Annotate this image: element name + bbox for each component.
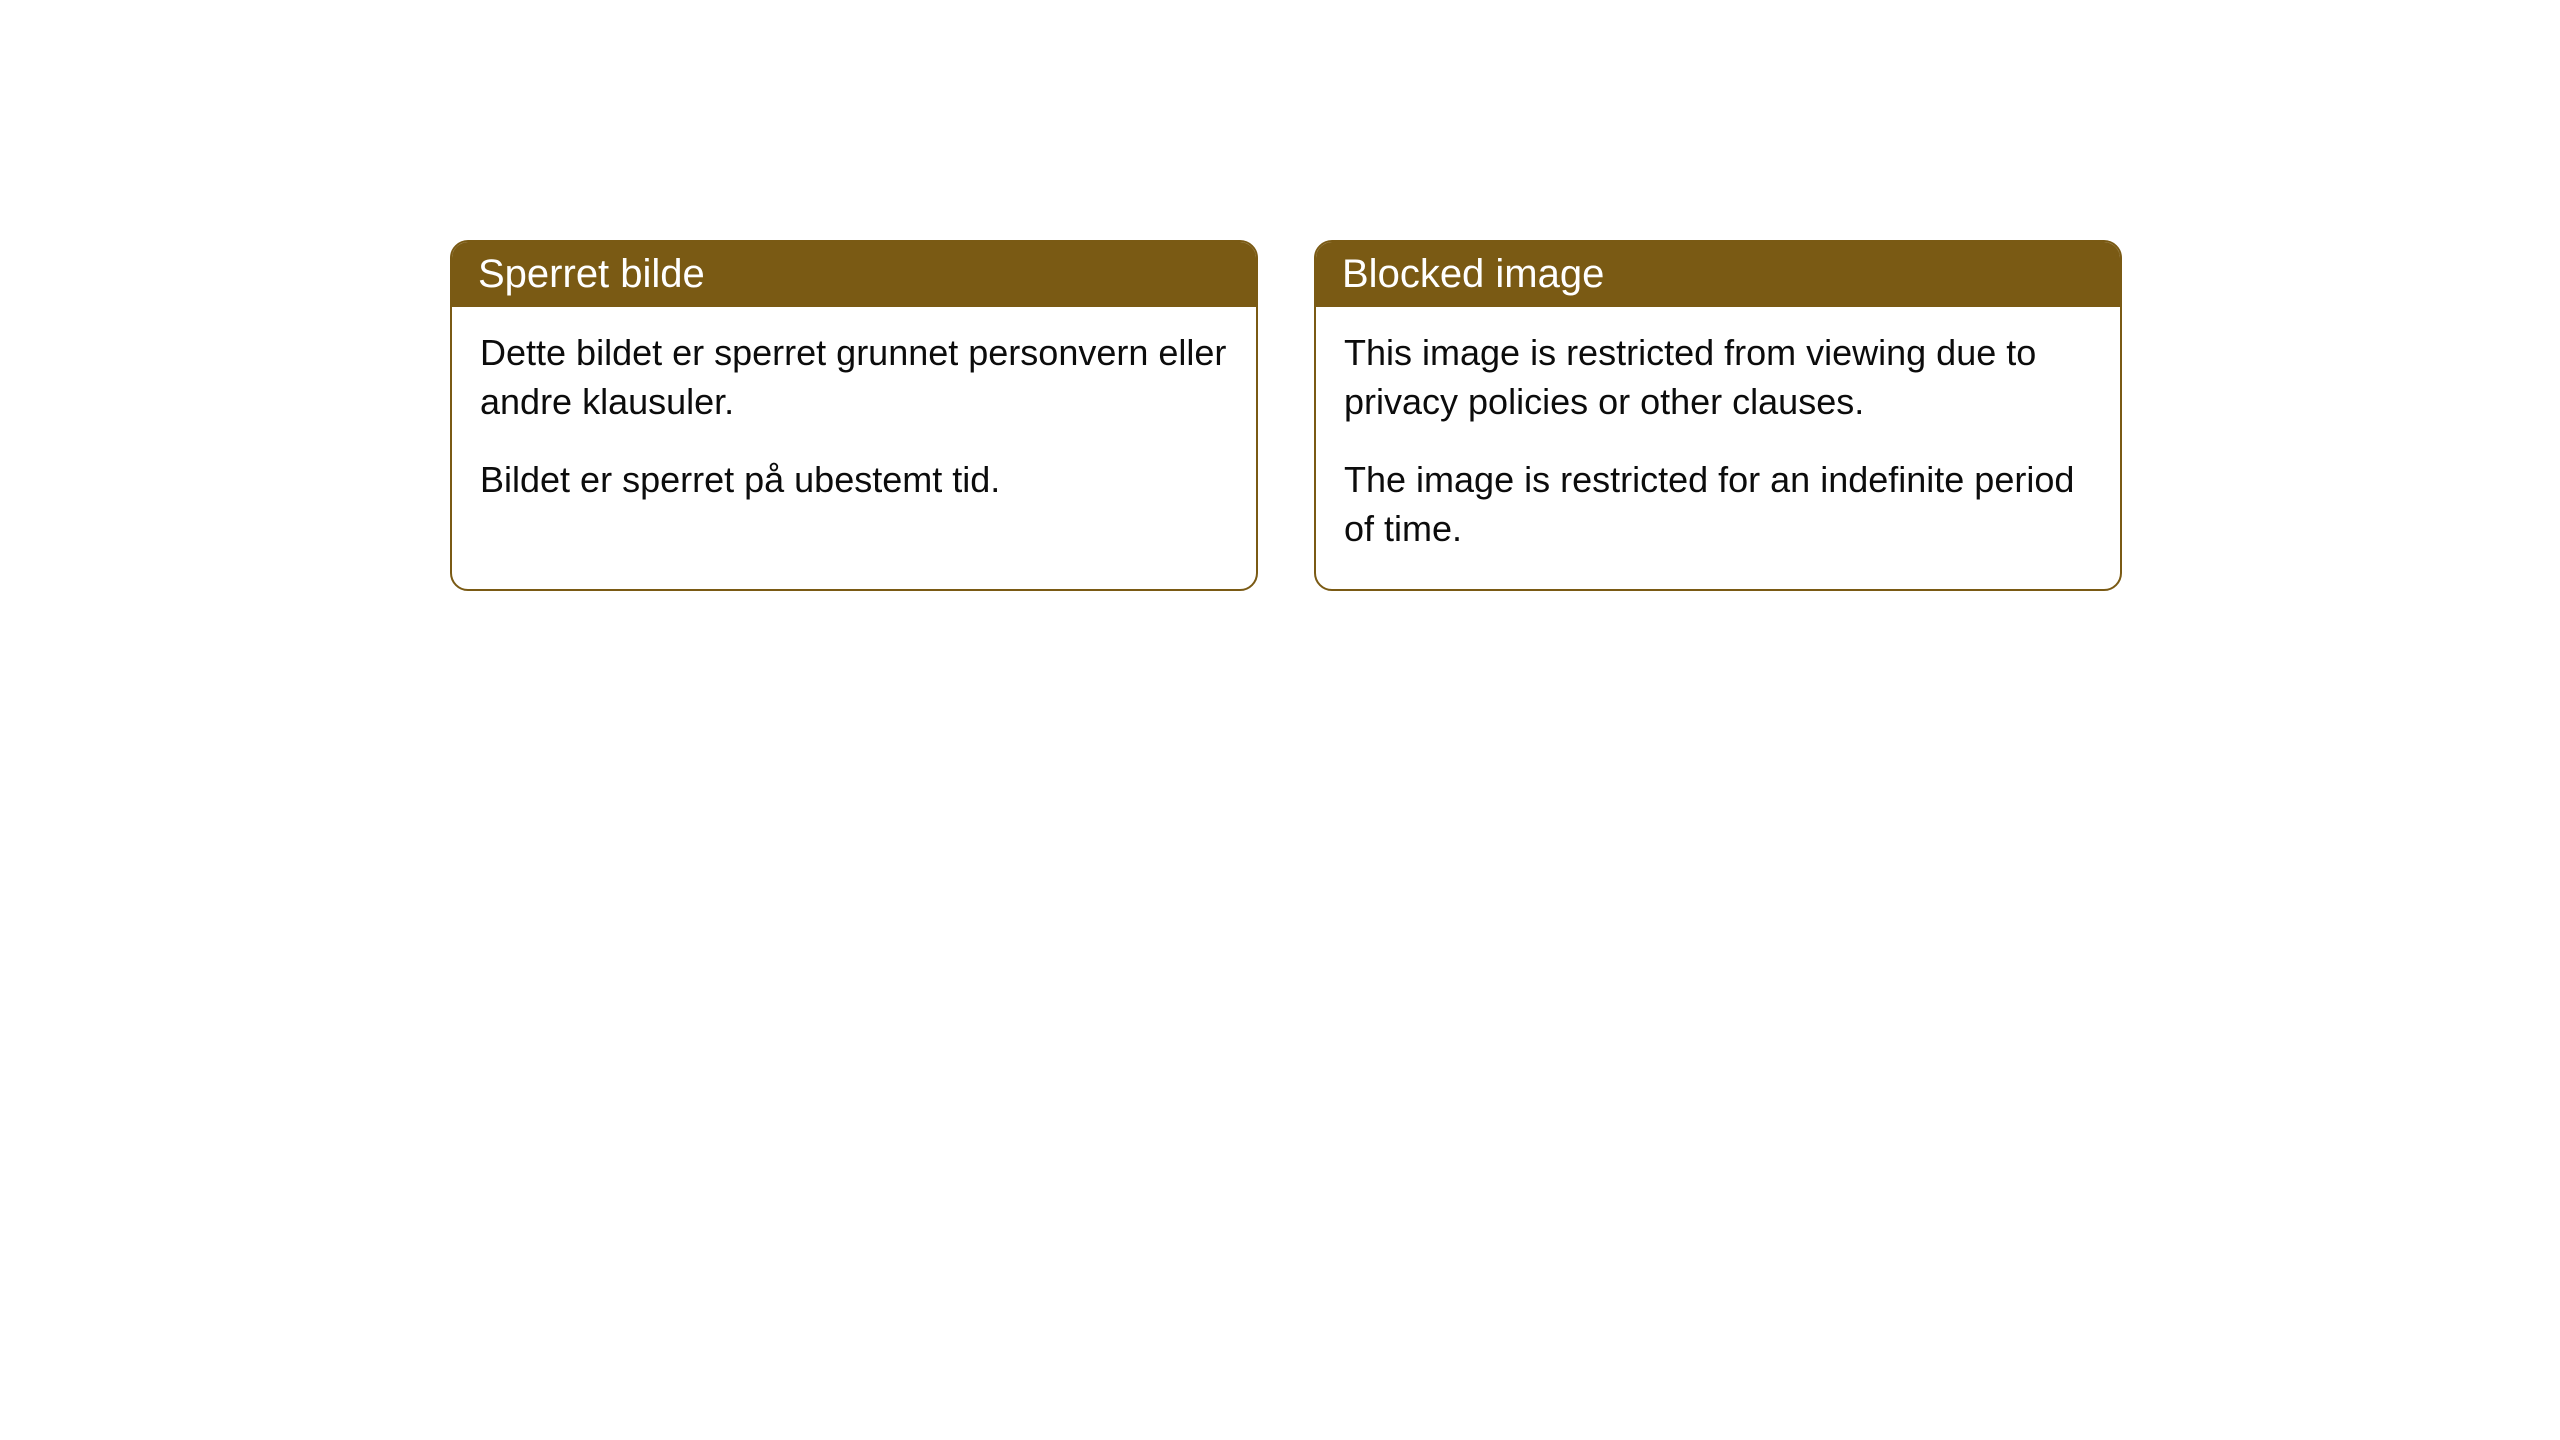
card-body-english: This image is restricted from viewing du… [1316, 307, 2120, 589]
card-body-norwegian: Dette bildet er sperret grunnet personve… [452, 307, 1256, 541]
notice-container: Sperret bilde Dette bildet er sperret gr… [0, 0, 2560, 591]
card-paragraph: The image is restricted for an indefinit… [1344, 456, 2092, 553]
card-paragraph: This image is restricted from viewing du… [1344, 329, 2092, 426]
blocked-image-card-english: Blocked image This image is restricted f… [1314, 240, 2122, 591]
card-header-english: Blocked image [1316, 242, 2120, 307]
card-paragraph: Dette bildet er sperret grunnet personve… [480, 329, 1228, 426]
card-header-norwegian: Sperret bilde [452, 242, 1256, 307]
blocked-image-card-norwegian: Sperret bilde Dette bildet er sperret gr… [450, 240, 1258, 591]
card-title: Blocked image [1342, 252, 1604, 296]
card-title: Sperret bilde [478, 252, 705, 296]
card-paragraph: Bildet er sperret på ubestemt tid. [480, 456, 1228, 505]
